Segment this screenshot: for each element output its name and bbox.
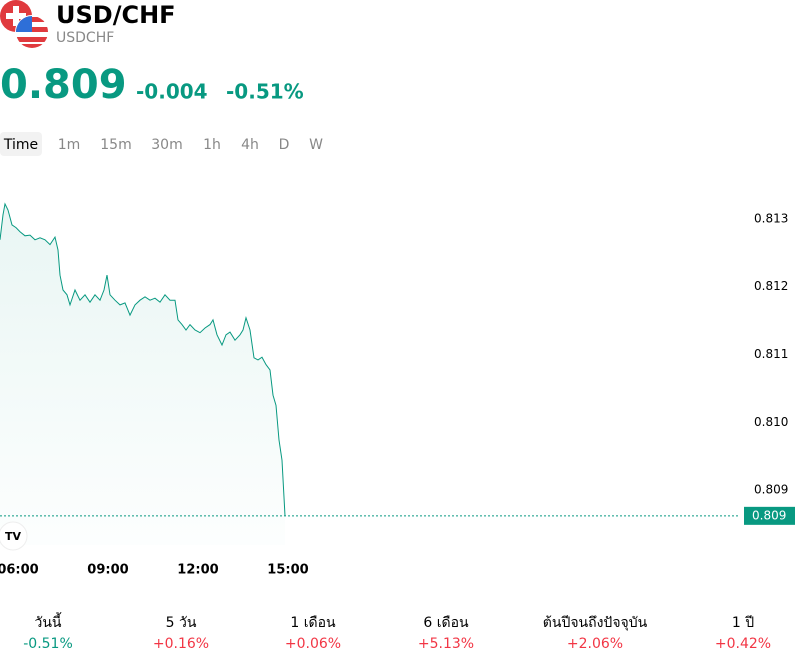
tv-logo: TV xyxy=(0,521,28,551)
timeframes: Time 1m 15m 30m 1h 4h D W xyxy=(3,137,323,153)
chart: 0.813 0.812 0.811 0.810 0.809 06:00 09:00 12:00… xyxy=(0,202,795,578)
timeframe-tab[interactable]: 1h xyxy=(203,137,221,153)
svg-text:TV: TV xyxy=(5,530,22,543)
y-tick-label: 0.810 xyxy=(754,415,788,429)
last-price-label: 0.809 xyxy=(752,508,786,522)
title: USD/CHF xyxy=(56,1,176,29)
change: -0.004 xyxy=(136,80,208,104)
period-change: +0.16% xyxy=(153,636,209,652)
period-change: +2.06% xyxy=(567,636,623,652)
timeframe-tab[interactable]: 30m xyxy=(151,137,182,153)
price-area xyxy=(0,203,285,545)
y-tick-label: 0.813 xyxy=(754,211,788,225)
period-change: +0.42% xyxy=(715,636,771,652)
timeframe-tab[interactable]: 1m xyxy=(58,137,81,153)
period-change: -0.51% xyxy=(23,636,73,652)
x-tick-label: 12:00 xyxy=(177,563,218,578)
performance: วันนี้ -0.51% 5 วัน +0.16% 1 เดือน +0.06% 6 เด… xyxy=(23,612,771,652)
timeframe-tab[interactable]: 15m xyxy=(100,137,131,153)
period-label: ต้นปีจนถึงปัจจุบัน xyxy=(543,615,648,631)
timeframe-tab[interactable]: 4h xyxy=(241,137,259,153)
last-price-tag xyxy=(744,506,795,525)
timeframe-tab[interactable]: W xyxy=(309,137,323,153)
period-label: 5 วัน xyxy=(166,615,197,631)
period-label: 6 เดือน xyxy=(423,615,469,631)
y-tick-label: 0.811 xyxy=(754,347,788,361)
timeframe-tab[interactable]: Time xyxy=(3,137,38,153)
timeframe-tab[interactable]: D xyxy=(279,137,290,153)
price-line xyxy=(0,202,286,516)
x-tick-label: 09:00 xyxy=(87,563,128,578)
price: 0.809 xyxy=(0,62,127,108)
period-change: +5.13% xyxy=(418,636,474,652)
y-tick-label: 0.809 xyxy=(754,483,788,497)
period-label: วันนี้ xyxy=(34,612,62,631)
selected-tab-bg xyxy=(0,132,42,156)
x-tick-label: 06:00 xyxy=(0,563,39,578)
y-tick-label: 0.812 xyxy=(754,279,788,293)
period-label: 1 ปี xyxy=(732,615,754,631)
currency-flags xyxy=(0,0,49,49)
x-tick-label: 15:00 xyxy=(267,563,308,578)
period-label: 1 เดือน xyxy=(290,615,336,631)
symbol: USDCHF xyxy=(56,30,114,46)
period-change: +0.06% xyxy=(285,636,341,652)
change-percent: -0.51% xyxy=(226,80,304,104)
